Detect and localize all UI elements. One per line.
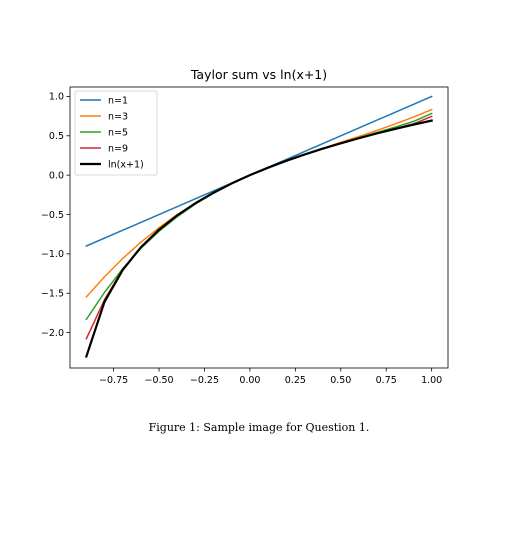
series-line-4 (84, 119, 433, 358)
x-tick-label: 1.00 (421, 375, 442, 386)
legend-label: n=1 (108, 96, 128, 107)
chart-title: Taylor sum vs ln(x+1) (190, 67, 327, 82)
x-tick-label: 0.75 (376, 375, 397, 386)
y-tick-label: 0.0 (49, 170, 64, 181)
x-tick-label: 0.25 (285, 375, 306, 386)
series-layer (84, 95, 433, 358)
x-tick-label: −0.50 (144, 375, 173, 386)
x-tick-label: 0.00 (239, 375, 260, 386)
legend: n=1 n=3 n=5 n=9 ln(x+1) (74, 90, 158, 176)
y-axis: 1.0 0.5 0.0 −0.5 −1.0 −1.5 −2.0 (41, 92, 70, 339)
legend-label: n=5 (108, 128, 128, 139)
y-tick-label: 1.0 (49, 92, 64, 103)
y-tick-label: −2.0 (41, 328, 64, 339)
figure-caption: Figure 1: Sample image for Question 1. (148, 421, 370, 434)
legend-label: n=9 (108, 144, 128, 155)
x-tick-label: −0.25 (190, 375, 219, 386)
x-axis: −0.75 −0.50 −0.25 0.00 0.25 0.50 0.75 1.00 (99, 368, 442, 386)
legend-label: ln(x+1) (108, 160, 144, 171)
x-tick-label: −0.75 (99, 375, 128, 386)
legend-box (74, 90, 158, 176)
y-tick-label: −1.0 (41, 249, 64, 260)
y-tick-label: −1.5 (41, 289, 64, 300)
x-tick-label: 0.50 (330, 375, 351, 386)
axes-frame (69, 86, 449, 369)
legend-label: n=3 (108, 112, 128, 123)
y-tick-label: 0.5 (49, 131, 64, 142)
y-tick-label: −0.5 (41, 210, 64, 221)
